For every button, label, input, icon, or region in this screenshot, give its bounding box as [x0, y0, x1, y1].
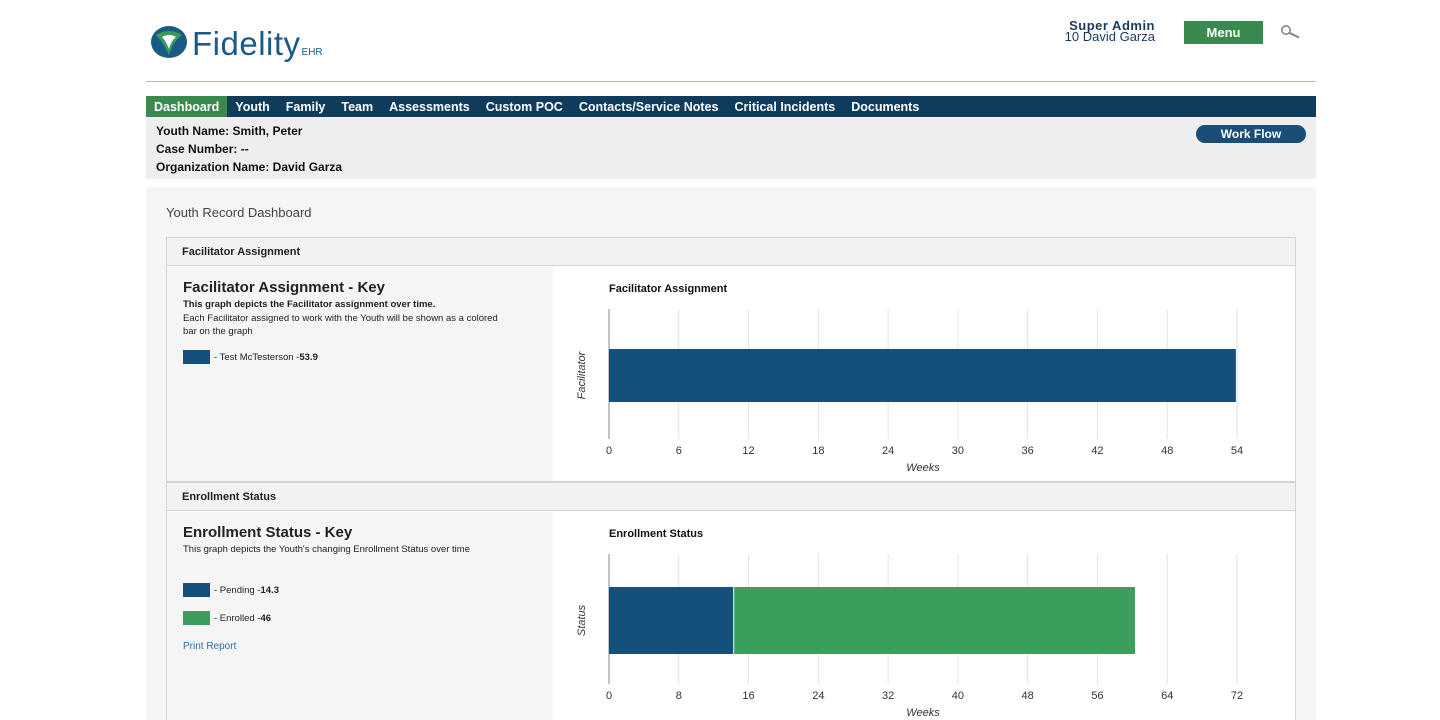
x-tick-label: 16: [742, 690, 754, 702]
nav-assessments[interactable]: Assessments: [389, 99, 470, 114]
facilitator-key-desc-rest: Each Facilitator assigned to work with t…: [183, 312, 498, 338]
facilitator-key-title: Facilitator Assignment - Key: [183, 279, 385, 296]
x-tick-label: 0: [606, 445, 612, 457]
facilitator-chart-panel: Facilitator Assignment 0 6 12 18 24 30 36 42 48 5…: [553, 267, 1295, 481]
legend-value: 14.3: [260, 584, 279, 596]
x-tick-label: 12: [742, 445, 754, 457]
facilitator-key-desc: This graph depicts the Facilitator assig…: [183, 298, 513, 339]
y-axis-title: Facilitator: [576, 350, 588, 399]
x-tick-label: 42: [1091, 445, 1103, 457]
x-tick-label: 64: [1161, 690, 1173, 702]
enrollment-chart-panel: Enrollment Status 0 8 16 24 32 40 48 56 64 72 Week…: [553, 512, 1295, 720]
case-number: Case Number: --: [156, 142, 249, 156]
x-tick-label: 0: [606, 690, 612, 702]
x-tick-label: 54: [1231, 445, 1243, 457]
menu-button[interactable]: Menu: [1184, 21, 1263, 44]
youth-name: Youth Name: Smith, Peter: [156, 124, 303, 138]
legend-value: 46: [260, 612, 272, 624]
enrollment-card: Enrollment Status Enrollment Status - Ke…: [166, 482, 1296, 720]
x-tick-label: 8: [676, 690, 682, 702]
bar-test-mctesterson: [609, 349, 1236, 402]
fidelity-logo[interactable]: Fidelity EHR: [150, 22, 323, 62]
legend-value: 53.9: [299, 351, 318, 363]
x-tick-label: 48: [1161, 445, 1173, 457]
x-tick-label: 40: [952, 690, 964, 702]
x-tick-label: 48: [1022, 690, 1034, 702]
bar-enrolled: [733, 587, 1135, 654]
enrollment-chart: 0 8 16 24 32 40 48 56 64 72 Weeks Status: [576, 554, 1243, 719]
header-divider: [146, 81, 1316, 82]
nav-youth[interactable]: Youth: [235, 99, 270, 114]
enrollment-key-title: Enrollment Status - Key: [183, 524, 353, 541]
bar-pending: [609, 587, 734, 654]
legend-swatch: [183, 583, 210, 597]
facilitator-key-desc-lead: This graph depicts the Facilitator assig…: [183, 299, 436, 310]
enrollment-key: Enrollment Status - Key This graph depic…: [167, 512, 553, 720]
facilitator-chart-title: Facilitator Assignment: [609, 283, 728, 295]
x-tick-label: 6: [676, 445, 682, 457]
search-icon[interactable]: [1280, 24, 1302, 40]
x-axis-title: Weeks: [906, 462, 940, 474]
legend-swatch: [183, 611, 210, 625]
legend-label: - Test McTesterson -: [214, 351, 300, 363]
x-tick-label: 72: [1231, 690, 1243, 702]
facilitator-card: Facilitator Assignment Facilitator Assig…: [166, 237, 1296, 482]
user-info: Super Admin 10 David Garza: [1030, 18, 1155, 44]
nav-contacts-service-notes[interactable]: Contacts/Service Notes: [578, 99, 719, 114]
legend-item-test-mctesterson: - Test McTesterson - 53.9: [183, 350, 318, 364]
nav-team[interactable]: Team: [341, 99, 374, 114]
logo-mark-icon: [150, 25, 188, 59]
x-tick-label: 56: [1091, 690, 1103, 702]
x-tick-label: 36: [1022, 445, 1034, 457]
enrollment-chart-title: Enrollment Status: [609, 528, 704, 540]
enrollment-card-header: Enrollment Status: [167, 483, 1295, 511]
nav-custom-poc[interactable]: Custom POC: [485, 99, 563, 114]
legend-item-enrolled: - Enrolled - 46: [183, 611, 271, 625]
legend-item-pending: - Pending - 14.3: [183, 583, 279, 597]
y-axis-title: Status: [576, 604, 588, 636]
x-axis-title: Weeks: [906, 707, 940, 719]
x-tick-label: 18: [812, 445, 824, 457]
nav-documents[interactable]: Documents: [851, 99, 920, 114]
organization-name: Organization Name: David Garza: [156, 160, 343, 174]
x-tick-label: 30: [952, 445, 964, 457]
logo-wordmark: Fidelity: [192, 25, 301, 62]
legend-swatch: [183, 350, 210, 364]
user-name: 10 David Garza: [1064, 29, 1155, 44]
dashboard-title: Youth Record Dashboard: [166, 205, 312, 220]
nav-dashboard[interactable]: Dashboard: [146, 96, 228, 117]
facilitator-chart: 0 6 12 18 24 30 36 42 48 54 Weeks Facilitator: [576, 309, 1243, 474]
x-tick-label: 24: [882, 445, 894, 457]
facilitator-key: Facilitator Assignment - Key This graph …: [167, 267, 553, 481]
work-flow-button[interactable]: Work Flow: [1196, 125, 1306, 143]
facilitator-card-header: Facilitator Assignment: [167, 238, 1295, 266]
x-tick-label: 24: [812, 690, 824, 702]
logo-sub: EHR: [301, 47, 323, 58]
user-role: Super Admin: [1069, 18, 1155, 33]
nav-family[interactable]: Family: [285, 99, 326, 114]
legend-label: - Enrolled -: [214, 612, 261, 624]
legend-label: - Pending -: [214, 584, 261, 596]
nav-critical-incidents[interactable]: Critical Incidents: [734, 99, 836, 114]
x-tick-label: 32: [882, 690, 894, 702]
youth-info-panel: Youth Name: Smith, Peter Case Number: --…: [146, 117, 1316, 179]
enrollment-key-desc: This graph depicts the Youth's changing …: [183, 544, 470, 555]
print-report-link[interactable]: Print Report: [183, 641, 237, 652]
main-nav: Dashboard Youth Family Team Assessments …: [146, 96, 1316, 117]
